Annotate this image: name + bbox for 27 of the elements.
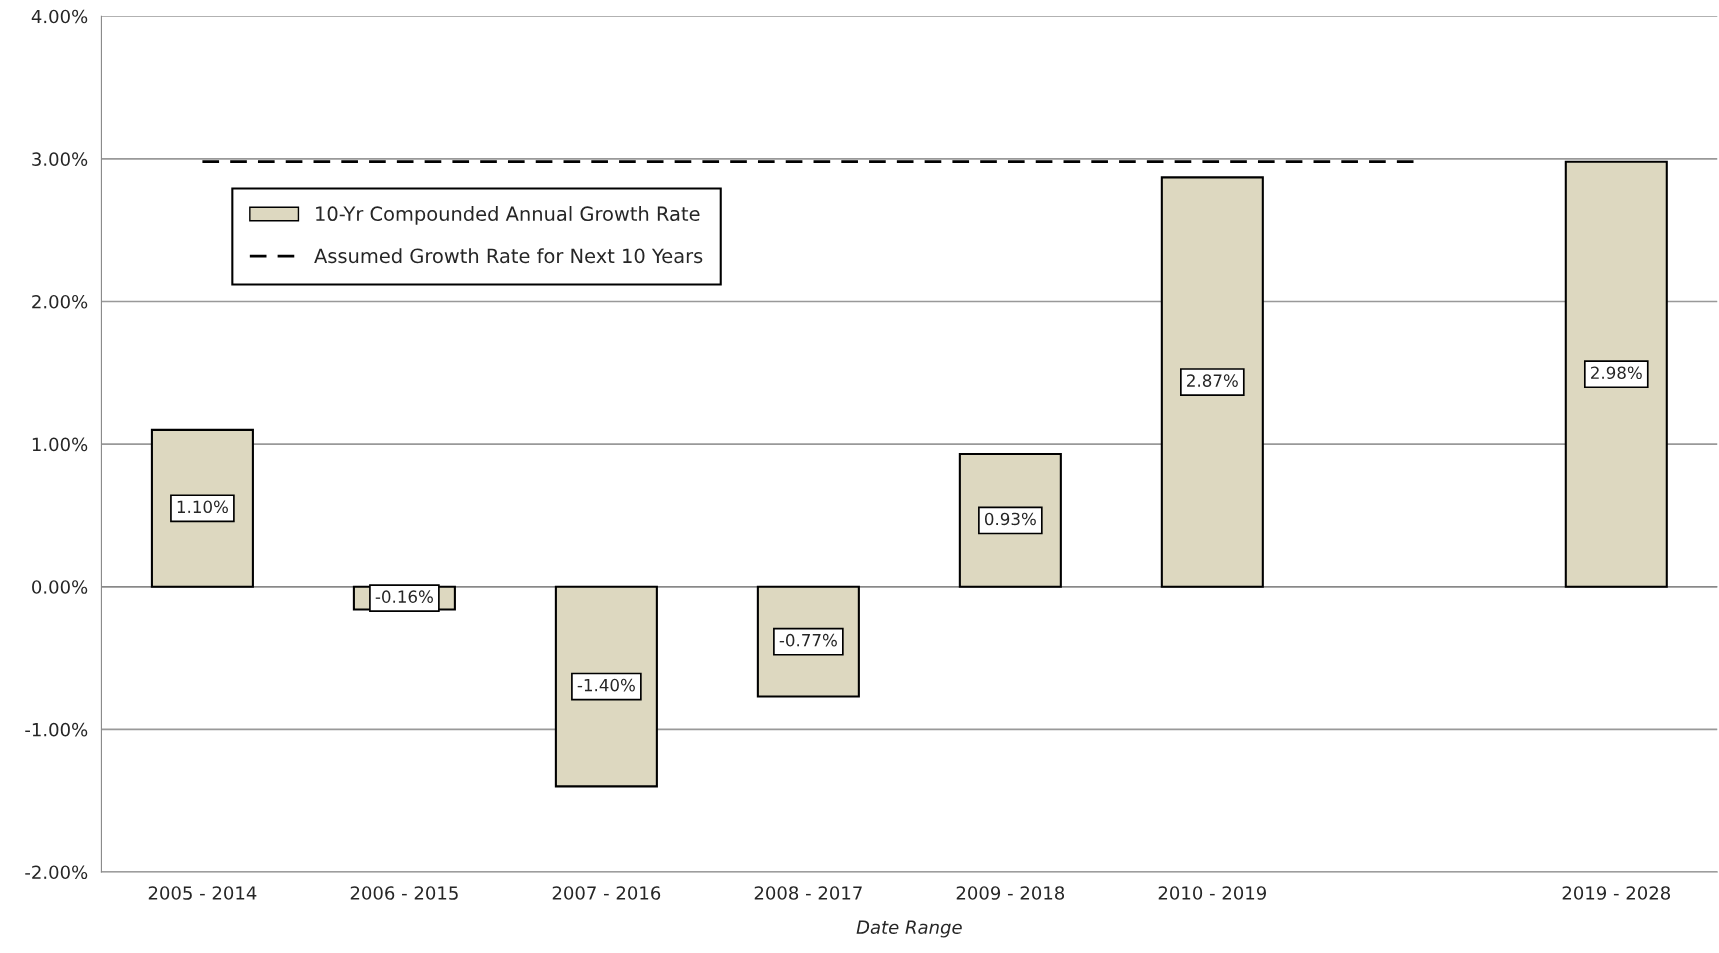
- legend-label: Assumed Growth Rate for Next 10 Years: [314, 248, 703, 264]
- bar: [1160, 176, 1264, 588]
- y-tick-label: 2.00%: [32, 294, 88, 309]
- bar: [1564, 160, 1668, 588]
- y-tick-label: -1.00%: [25, 722, 88, 737]
- y-tick-label: 0.00%: [32, 580, 88, 594]
- x-tick-label: 2007 - 2016: [552, 886, 661, 900]
- bar: [554, 585, 658, 788]
- data-label: -0.77%: [779, 633, 837, 647]
- data-label: 0.93%: [984, 512, 1036, 526]
- x-tick-label: 2008 - 2017: [754, 886, 862, 900]
- data-label: 1.10%: [177, 500, 228, 514]
- x-tick-label: 2005 - 2014: [148, 886, 257, 900]
- x-tick-label: 2009 - 2018: [956, 886, 1065, 900]
- data-label: -1.40%: [577, 678, 635, 692]
- data-label: -0.16%: [375, 590, 433, 603]
- y-tick-label: 1.00%: [32, 437, 88, 452]
- x-axis-title: Date Range: [856, 920, 962, 938]
- y-tick-label: 3.00%: [32, 152, 88, 166]
- x-tick-label: 2019 - 2028: [1562, 886, 1670, 900]
- x-tick-label: 2010 - 2019: [1158, 886, 1266, 900]
- data-label: 2.98%: [1591, 366, 1642, 380]
- y-tick-label: 4.00%: [31, 9, 88, 24]
- x-tick-label: 2006 - 2015: [350, 886, 458, 900]
- data-label: 2.87%: [1187, 374, 1238, 387]
- legend-label: 10-Yr Compounded Annual Growth Rate: [316, 206, 700, 225]
- y-tick-label: -2.00%: [25, 865, 88, 880]
